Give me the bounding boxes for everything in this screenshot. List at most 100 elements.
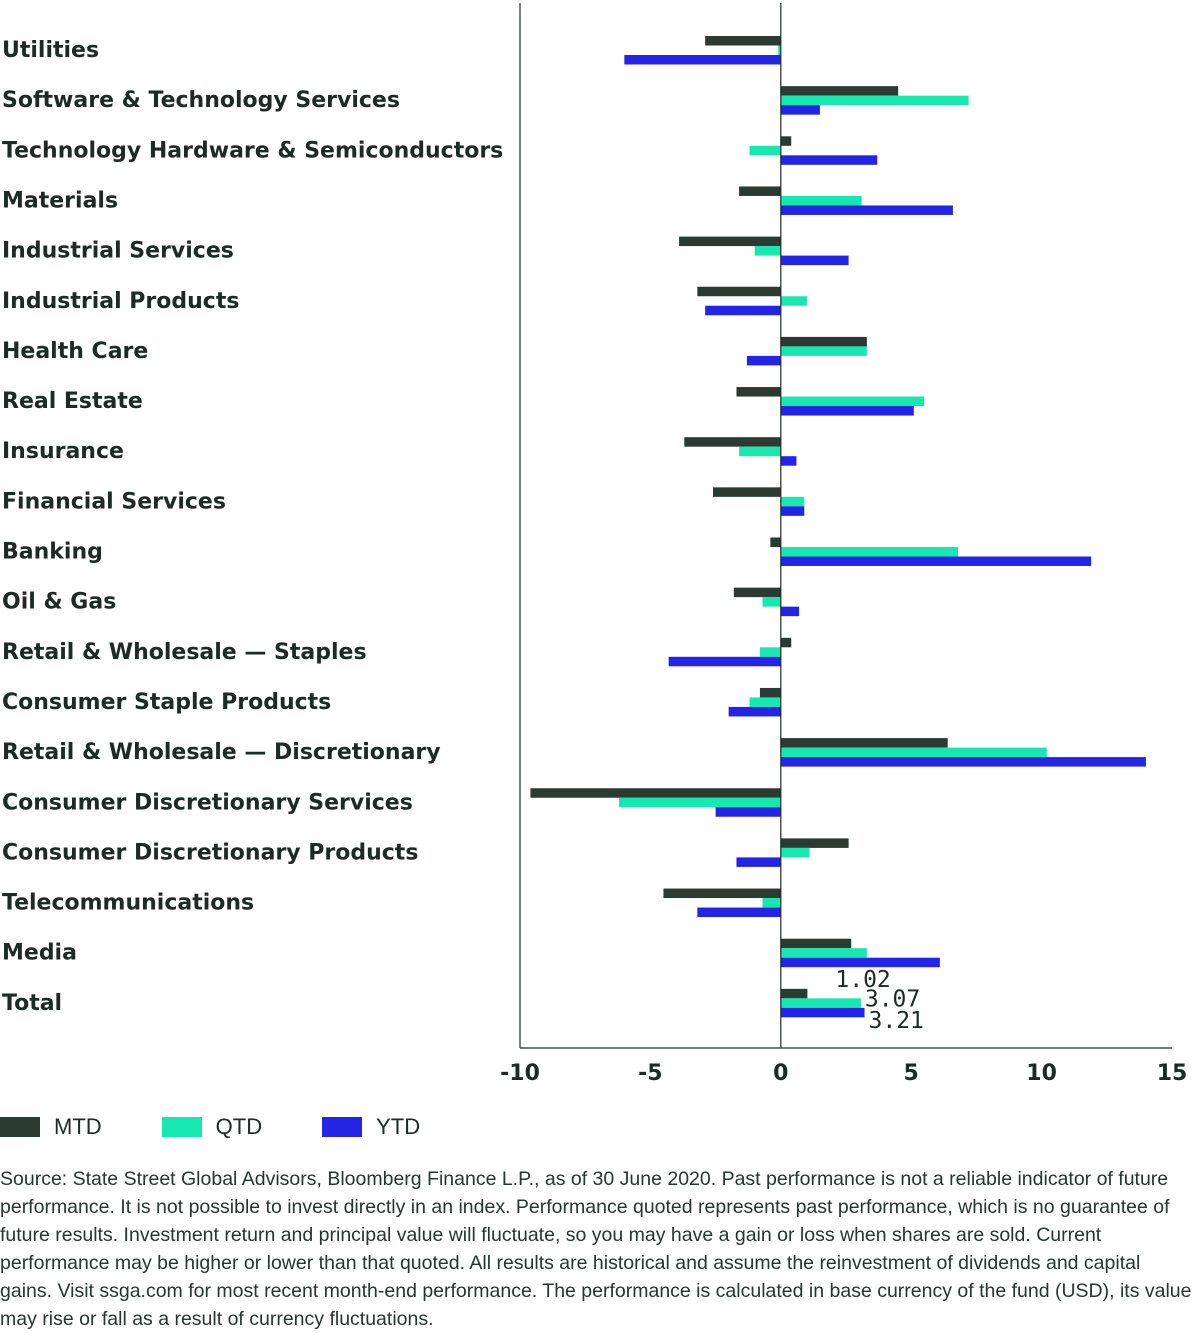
bar-qtd	[780, 747, 1047, 758]
bar-ytd	[715, 807, 781, 817]
bar-qtd	[780, 195, 862, 206]
x-tick-label: 15	[1157, 1061, 1188, 1086]
legend-swatch-qtd	[161, 1117, 202, 1137]
bar-mtd	[780, 738, 948, 748]
bar-mtd	[780, 336, 867, 347]
bar-ytd	[697, 907, 781, 918]
bar-ytd	[780, 606, 800, 617]
bar-ytd	[624, 55, 781, 65]
x-tick-label: -5	[638, 1061, 662, 1086]
sector-returns-chart: Utilities Software & Technology Services T…	[2, 3, 1188, 1086]
bar-ytd	[780, 757, 1146, 767]
bar-ytd	[780, 105, 820, 115]
bar-mtd	[697, 286, 781, 297]
legend-label-qtd: QTD	[215, 1114, 263, 1139]
category-label: Financial Services	[2, 489, 226, 514]
bar-mtd	[759, 687, 781, 698]
category-label: Oil & Gas	[2, 590, 116, 615]
bar-mtd	[733, 587, 781, 598]
bar-mtd	[679, 236, 781, 247]
bar-qtd	[749, 145, 781, 156]
bar-mtd	[705, 36, 781, 46]
category-label: Materials	[2, 188, 118, 213]
bar-ytd	[780, 506, 805, 516]
category-label: Media	[2, 941, 77, 966]
category-label: Insurance	[2, 439, 124, 464]
category-label: Technology Hardware & Semiconductors	[2, 138, 503, 163]
legend-item-ytd: YTD	[322, 1114, 420, 1140]
bar-qtd	[780, 396, 925, 407]
x-tick-label: -10	[500, 1061, 540, 1086]
category-label: Health Care	[2, 339, 148, 364]
category-label: Retail & Wholesale — Staples	[2, 640, 367, 665]
bar-ytd	[728, 706, 781, 717]
category-label: Real Estate	[2, 389, 143, 414]
x-tick-label: 0	[773, 1061, 788, 1086]
bar-ytd	[736, 857, 781, 867]
legend-item-mtd: MTD	[0, 1114, 102, 1140]
bar-ytd	[780, 205, 953, 215]
bar-qtd	[780, 296, 807, 306]
bar-mtd	[530, 788, 781, 798]
bar-qtd	[762, 898, 781, 908]
bar-ytd	[705, 305, 781, 316]
bar-mtd	[780, 86, 899, 96]
category-label: Utilities	[2, 38, 99, 63]
bar-ytd	[780, 456, 797, 466]
category-label: Consumer Staple Products	[2, 690, 331, 715]
bar-mtd	[663, 888, 781, 899]
bar-qtd	[619, 797, 781, 808]
bar-ytd	[668, 656, 781, 667]
bar-mtd	[739, 186, 781, 196]
category-label: Retail & Wholesale — Discretionary	[2, 740, 441, 765]
bar-ytd	[746, 355, 781, 366]
x-tick-label: 10	[1026, 1061, 1057, 1086]
bar-ytd	[780, 957, 940, 968]
category-label: Industrial Services	[2, 239, 234, 264]
bar-qtd	[739, 446, 781, 457]
bar-qtd	[749, 697, 781, 707]
bar-ytd	[780, 406, 914, 416]
bar-mtd	[770, 537, 781, 547]
bar-mtd	[780, 136, 792, 146]
bar-qtd	[780, 547, 959, 557]
bar-qtd	[778, 45, 781, 55]
data-label-ytd: 3.21	[869, 1008, 924, 1034]
bar-ytd	[780, 255, 849, 266]
legend-item-qtd: QTD	[161, 1114, 263, 1140]
bar-mtd	[780, 988, 808, 999]
bar-qtd	[780, 346, 867, 356]
category-label: Telecommunications	[2, 891, 254, 916]
bar-qtd	[780, 496, 805, 507]
data-label-mtd: 1.02	[835, 967, 890, 993]
category-label: Consumer Discretionary Services	[2, 790, 413, 815]
category-label: Software & Technology Services	[2, 88, 400, 113]
legend-swatch-ytd	[322, 1117, 363, 1137]
bar-qtd	[780, 95, 969, 106]
category-label: Banking	[2, 540, 103, 565]
category-label: Total	[2, 991, 62, 1016]
bar-qtd	[754, 246, 781, 256]
bar-qtd	[762, 597, 781, 607]
bar-ytd	[780, 556, 1092, 566]
bar-qtd	[780, 847, 810, 858]
category-label: Consumer Discretionary Products	[2, 840, 418, 865]
bar-qtd	[780, 948, 867, 958]
bar-mtd	[712, 487, 781, 497]
bar-mtd	[780, 938, 852, 949]
bar-qtd	[759, 647, 781, 657]
category-label: Industrial Products	[2, 289, 239, 314]
bar-ytd	[780, 1007, 865, 1018]
bar-qtd	[780, 998, 861, 1008]
bar-mtd	[780, 838, 849, 848]
bar-mtd	[780, 637, 792, 648]
bar-mtd	[684, 437, 781, 447]
source-footnote: Source: State Street Global Advisors, Bl…	[0, 1168, 1192, 1330]
bar-ytd	[780, 155, 878, 165]
legend-label-mtd: MTD	[54, 1114, 102, 1139]
legend-swatch-mtd	[0, 1117, 40, 1137]
legend: MTD QTD YTD	[0, 1112, 480, 1142]
data-label-qtd: 3.07	[865, 986, 920, 1012]
bar-mtd	[736, 387, 781, 397]
legend-label-ytd: YTD	[376, 1114, 421, 1139]
